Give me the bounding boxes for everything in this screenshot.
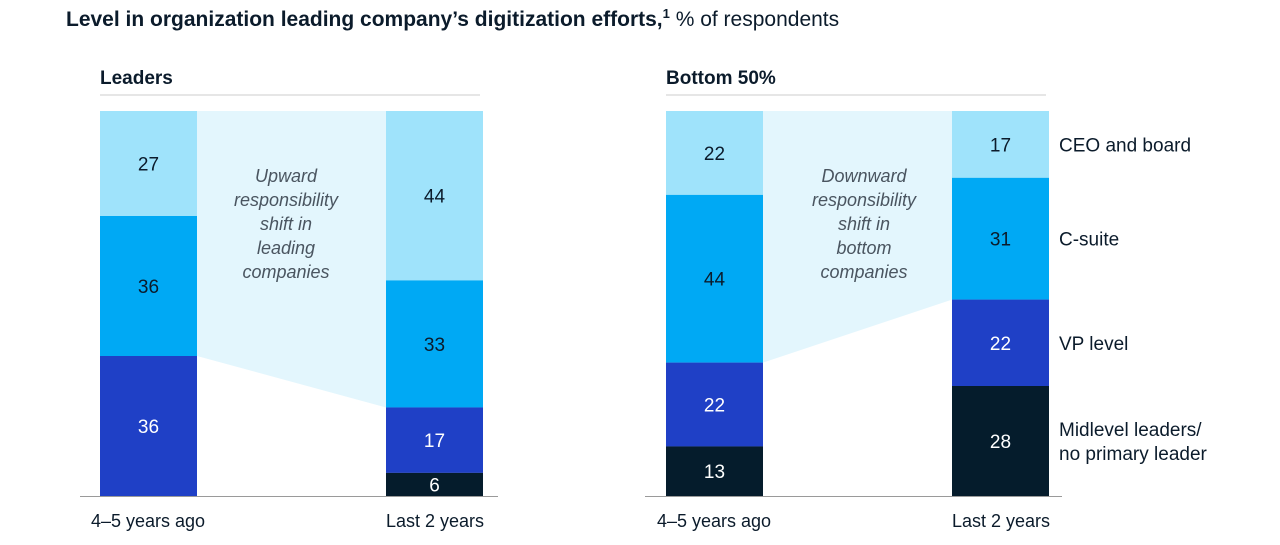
- data-label: 36: [138, 417, 159, 438]
- shift-band: [763, 111, 952, 363]
- bar-segment: [666, 194, 763, 363]
- shift-annotation-line: Upward: [255, 166, 318, 186]
- bar-segment: [952, 299, 1049, 386]
- shift-annotation-line: companies: [242, 262, 329, 282]
- x-tick-label: 4–5 years ago: [657, 511, 771, 531]
- data-label: 44: [704, 270, 726, 291]
- x-tick-label: Last 2 years: [386, 511, 484, 531]
- bar-segment: [666, 446, 763, 496]
- bar-segment: [952, 386, 1049, 496]
- shift-annotation-line: responsibility: [812, 190, 917, 210]
- data-label: 36: [138, 277, 159, 298]
- data-label: 13: [704, 462, 725, 483]
- bar-segment: [386, 407, 483, 473]
- x-tick-label: Last 2 years: [952, 511, 1050, 531]
- chart-title-unit: % of respondents: [675, 8, 840, 31]
- chart-title: Level in organization leading company’s …: [66, 6, 840, 32]
- shift-annotation-line: leading: [257, 238, 315, 258]
- data-label: 22: [704, 396, 725, 417]
- shift-annotation-line: responsibility: [234, 190, 339, 210]
- data-label: 17: [424, 431, 445, 452]
- bar-segment: [952, 111, 1049, 178]
- bar-segment: [100, 111, 197, 216]
- bar-segment: [666, 111, 763, 195]
- x-tick-label: 4–5 years ago: [91, 511, 205, 531]
- shift-annotation-line: shift in: [838, 214, 890, 234]
- bottom-50-panel: Bottom 50% Downward responsibility shift in…: [645, 68, 1062, 531]
- bar-segment: [666, 362, 763, 447]
- bar-segment: [386, 111, 483, 281]
- panel-title: Bottom 50%: [666, 68, 776, 89]
- bar-segment: [100, 216, 197, 356]
- data-label: 6: [429, 475, 440, 496]
- data-label: 22: [990, 334, 1011, 355]
- legend-label: C-suite: [1059, 230, 1119, 251]
- chart-title-main: Level in organization leading company’s …: [66, 8, 663, 31]
- shift-annotation-line: companies: [820, 262, 907, 282]
- data-label: 27: [138, 155, 159, 176]
- legend: CEO and board C-suite VP level Midlevel lea…: [1059, 135, 1208, 465]
- shift-annotation-line: bottom: [836, 238, 891, 258]
- data-label: 22: [704, 144, 725, 165]
- legend-label: CEO and board: [1059, 135, 1191, 156]
- data-label: 31: [990, 230, 1011, 251]
- panel-title: Leaders: [100, 68, 173, 89]
- data-label: 44: [424, 187, 446, 208]
- data-label: 28: [990, 432, 1011, 453]
- shift-annotation-line: shift in: [260, 214, 312, 234]
- legend-label: Midlevel leaders/: [1059, 420, 1202, 441]
- bar-segment: [386, 472, 483, 496]
- leaders-panel: Leaders Upward responsibility shift in leadi…: [80, 68, 498, 531]
- bar-segment: [952, 177, 1049, 300]
- shift-band: [197, 111, 386, 408]
- bar-segment: [386, 280, 483, 408]
- shift-annotation-line: Downward: [821, 166, 907, 186]
- data-label: 17: [990, 135, 1011, 156]
- data-label: 33: [424, 335, 445, 356]
- legend-label: VP level: [1059, 334, 1128, 355]
- footnote-mark: 1: [662, 6, 670, 21]
- legend-label: no primary leader: [1059, 444, 1208, 465]
- bar-segment: [100, 356, 197, 496]
